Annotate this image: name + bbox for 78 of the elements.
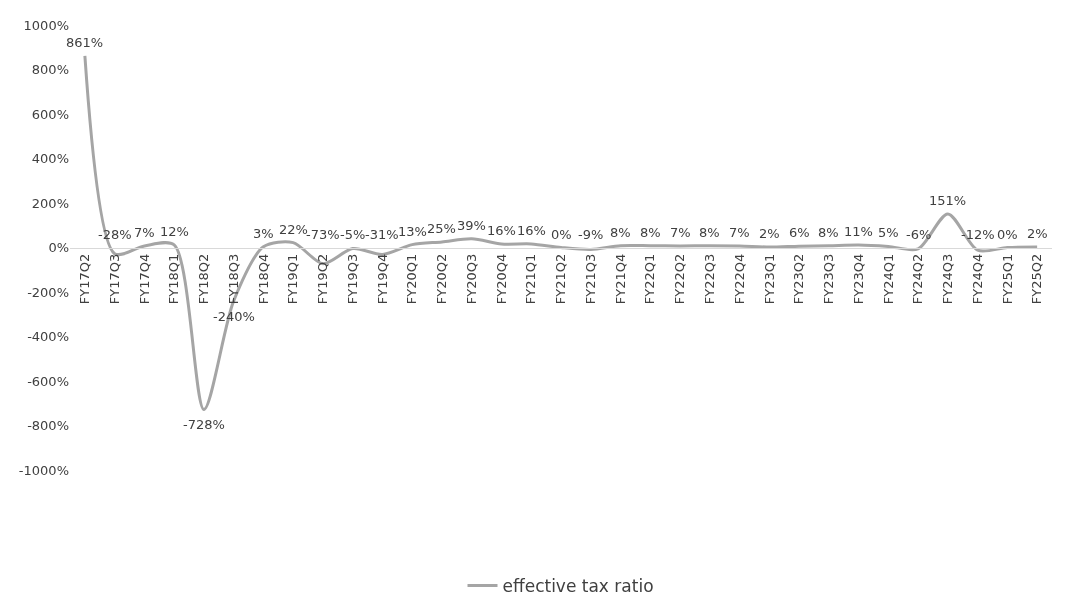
data-label: 3%	[253, 226, 274, 241]
data-label: -9%	[578, 227, 604, 242]
data-label: -728%	[183, 417, 225, 432]
x-tick-label: FY17Q2	[77, 253, 93, 305]
x-tick-label: FY19Q4	[374, 253, 390, 305]
data-label: 25%	[427, 221, 456, 236]
data-label: 8%	[640, 225, 661, 240]
data-label: 0%	[551, 227, 572, 242]
x-tick-label: FY20Q3	[463, 253, 479, 305]
x-tick-label: FY18Q2	[196, 253, 212, 305]
data-label: 8%	[699, 225, 720, 240]
data-label: 0%	[997, 227, 1018, 242]
data-label: 7%	[729, 225, 750, 240]
x-tick-label: FY25Q2	[1029, 253, 1045, 305]
y-tick-label: 600%	[31, 106, 69, 122]
x-tick-label: FY24Q3	[940, 253, 956, 305]
x-tick-label: FY20Q2	[434, 253, 450, 305]
data-label: -31%	[365, 227, 399, 242]
data-label: 7%	[670, 225, 691, 240]
x-tick-label: FY20Q1	[404, 253, 420, 305]
x-tick-label: FY22Q3	[702, 253, 718, 305]
x-tick-label: FY23Q3	[821, 253, 837, 305]
data-label: 11%	[844, 224, 873, 239]
x-tick-label: FY24Q2	[910, 253, 926, 305]
data-label: 5%	[878, 225, 899, 240]
x-tick-label: FY18Q1	[166, 253, 182, 305]
x-tick-label: FY22Q4	[731, 253, 747, 305]
data-label: 8%	[818, 225, 839, 240]
data-label: -73%	[306, 227, 340, 242]
x-tick-label: FY23Q4	[850, 253, 866, 305]
x-tick-label: FY23Q1	[761, 253, 777, 305]
x-tick-label: FY24Q1	[880, 253, 896, 305]
y-tick-label: 200%	[31, 195, 69, 211]
y-tick-label: -1000%	[18, 462, 69, 478]
x-tick-label: FY24Q4	[969, 253, 985, 305]
data-label: 2%	[759, 226, 780, 241]
y-tick-label: 400%	[31, 151, 69, 167]
data-label: -28%	[98, 227, 132, 242]
x-tick-label: FY19Q1	[285, 253, 301, 305]
data-label: -240%	[213, 309, 255, 324]
data-label: 16%	[517, 223, 546, 238]
data-label: 151%	[929, 193, 967, 208]
x-tick-label: FY21Q2	[553, 253, 569, 305]
data-label: 2%	[1027, 226, 1048, 241]
legend-label: effective tax ratio	[502, 576, 654, 597]
x-tick-label: FY18Q4	[255, 253, 271, 305]
data-label: 13%	[398, 224, 427, 239]
x-tick-label: FY20Q4	[493, 253, 509, 305]
data-label: 7%	[134, 225, 155, 240]
x-tick-label: FY21Q3	[582, 253, 598, 305]
x-tick-label: FY17Q3	[106, 253, 122, 305]
y-tick-label: -400%	[27, 329, 69, 345]
x-tick-label: FY22Q2	[672, 253, 688, 305]
data-label: 12%	[160, 224, 189, 239]
x-tick-label: FY19Q3	[344, 253, 360, 305]
data-label: -6%	[906, 227, 932, 242]
y-tick-label: -800%	[27, 418, 69, 434]
x-tick-label: FY25Q1	[999, 253, 1015, 305]
data-label: 8%	[610, 225, 631, 240]
x-tick-label: FY19Q2	[315, 253, 331, 305]
data-label: 22%	[279, 222, 308, 237]
data-label: 39%	[457, 218, 486, 233]
x-tick-label: FY21Q1	[523, 253, 539, 305]
data-label: 6%	[789, 225, 810, 240]
x-tick-label: FY18Q3	[225, 253, 241, 305]
x-tick-label: FY21Q4	[612, 253, 628, 305]
data-label: 861%	[66, 35, 104, 50]
data-label: 16%	[487, 223, 516, 238]
data-label: -5%	[340, 227, 366, 242]
y-tick-label: -600%	[27, 373, 69, 389]
y-tick-label: 800%	[31, 62, 69, 78]
y-tick-label: 0%	[48, 240, 69, 256]
y-tick-label: -200%	[27, 284, 69, 300]
data-label: -12%	[961, 227, 995, 242]
x-tick-label: FY17Q4	[136, 253, 152, 305]
x-tick-label: FY23Q2	[791, 253, 807, 305]
x-tick-label: FY22Q1	[642, 253, 658, 305]
y-tick-label: 1000%	[23, 17, 69, 33]
